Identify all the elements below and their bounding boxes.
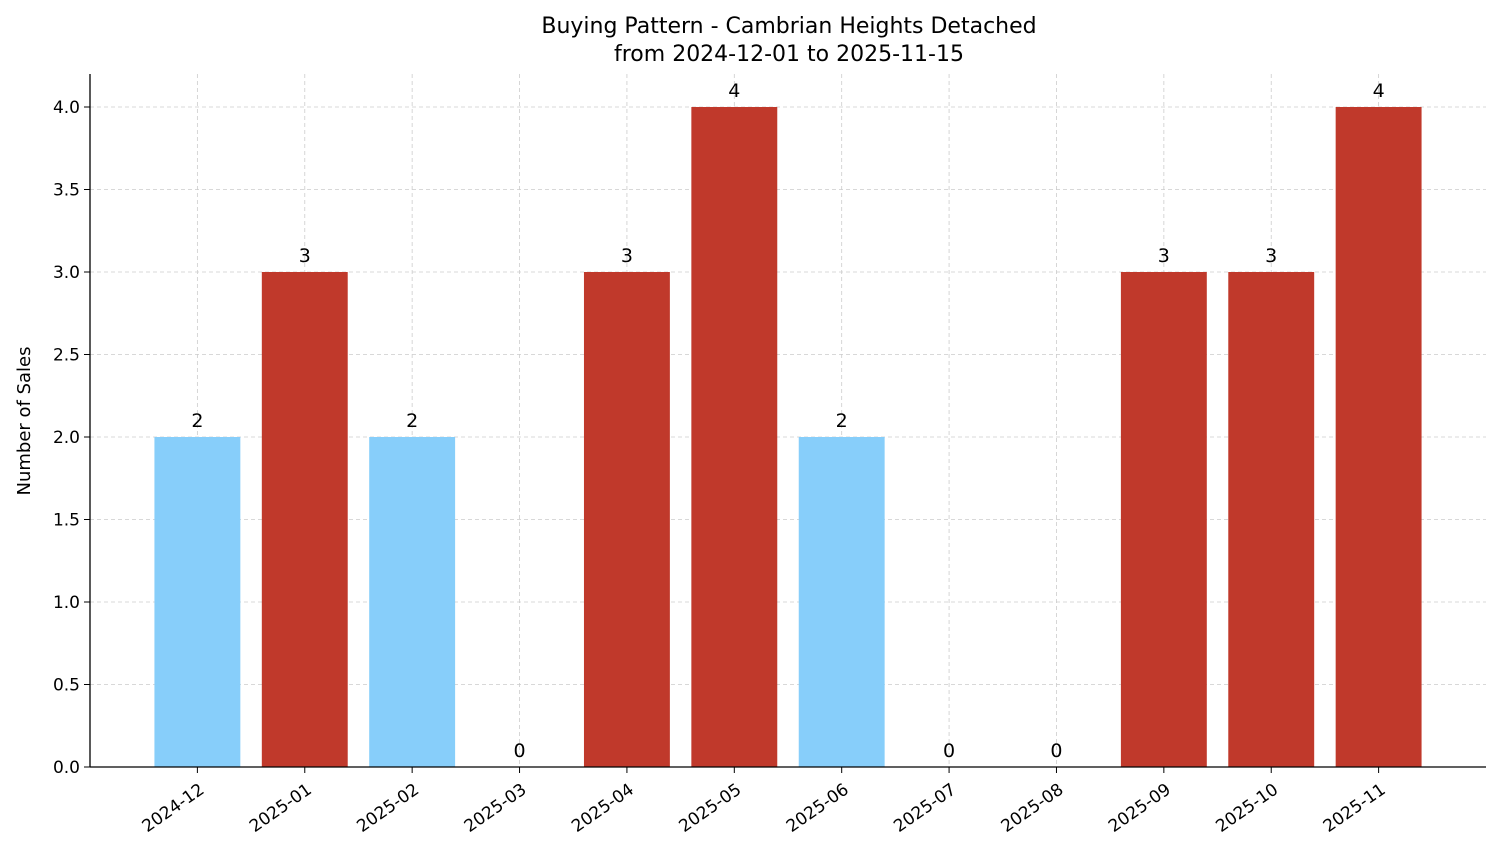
data-labels: 2 3 2 0 3 4 2 0 0 3 3 4 [191, 80, 1384, 762]
bar-2025-09 [1120, 272, 1207, 767]
y-axis-label: Number of Sales [14, 346, 35, 495]
y-tick-label: 0.5 [53, 676, 80, 696]
x-tick-label: 2025-08 [998, 780, 1068, 837]
data-label: 3 [1158, 245, 1170, 267]
bar-2025-04 [583, 272, 670, 767]
y-tick-label: 2.5 [53, 346, 80, 366]
bar-2025-11 [1335, 107, 1422, 767]
bar-2025-06 [798, 437, 885, 767]
x-tick-label: 2025-07 [890, 780, 960, 837]
bars [154, 107, 1422, 767]
x-tick-label: 2025-11 [1320, 780, 1390, 837]
x-tick-label: 2025-10 [1212, 780, 1282, 837]
x-tick-label: 2025-01 [246, 780, 316, 837]
y-tick-label: 1.5 [53, 511, 80, 531]
chart-subtitle: from 2024-12-01 to 2025-11-15 [614, 42, 964, 67]
data-label: 2 [191, 410, 203, 432]
x-tick-label: 2025-02 [353, 780, 423, 837]
y-tick-label: 3.5 [53, 181, 80, 201]
data-label: 3 [1265, 245, 1277, 267]
bar-2025-10 [1228, 272, 1315, 767]
y-tick-label: 4.0 [53, 98, 80, 118]
bar-2025-02 [369, 437, 456, 767]
y-tick-label: 1.0 [53, 593, 80, 613]
x-tick-label: 2025-03 [461, 780, 531, 837]
data-label: 2 [836, 410, 848, 432]
data-label: 0 [943, 740, 955, 762]
x-tick-label: 2024-12 [139, 780, 209, 837]
y-tick-label: 2.0 [53, 428, 80, 448]
data-label: 3 [299, 245, 311, 267]
data-label: 0 [1050, 740, 1062, 762]
bar-2024-12 [154, 437, 241, 767]
data-label: 0 [513, 740, 525, 762]
x-tick-label: 2025-05 [676, 780, 746, 837]
data-label: 2 [406, 410, 418, 432]
data-label: 4 [1373, 80, 1385, 102]
bar-2025-01 [261, 272, 348, 767]
data-label: 3 [621, 245, 633, 267]
data-label: 4 [728, 80, 740, 102]
y-tick-label: 0.0 [53, 758, 80, 778]
chart-title: Buying Pattern - Cambrian Heights Detach… [541, 14, 1036, 39]
x-tick-label: 2025-04 [568, 780, 638, 837]
x-tick-label: 2025-09 [1105, 780, 1175, 837]
x-tick-label: 2025-06 [783, 780, 853, 837]
y-tick-label: 3.0 [53, 263, 80, 283]
bar-2025-05 [691, 107, 778, 767]
